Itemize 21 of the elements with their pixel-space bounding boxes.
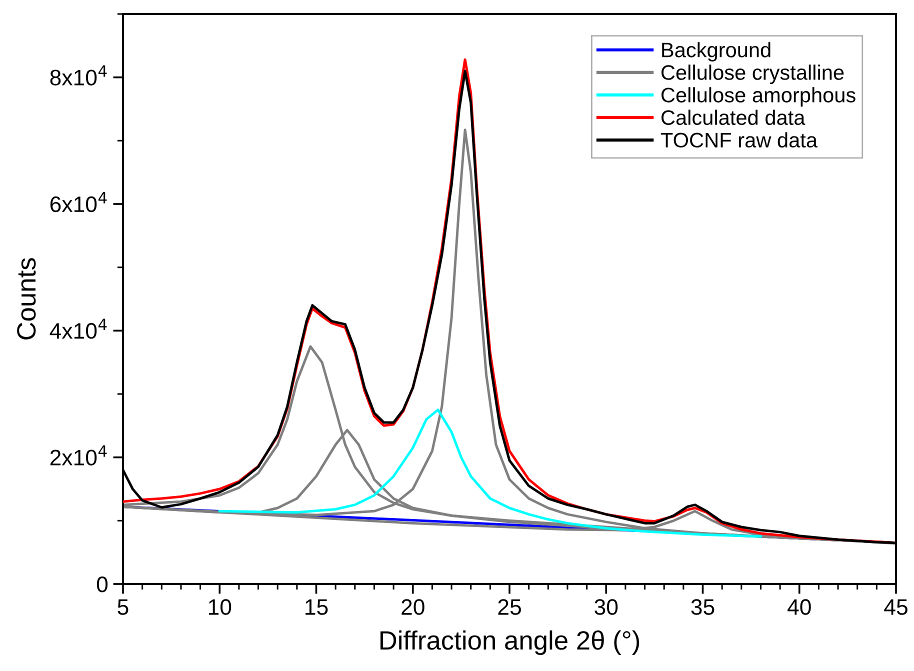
x-tick-label: 45 <box>884 599 908 615</box>
x-tick-label: 25 <box>498 599 521 615</box>
x-tick-label: 10 <box>208 599 232 615</box>
legend-label: Cellulose amorphous <box>662 87 856 107</box>
x-tick-label: 35 <box>691 599 714 615</box>
y-axis-title: Counts <box>17 258 36 340</box>
legend-label: Background <box>662 42 770 62</box>
x-tick-label: 5 <box>118 599 128 615</box>
legend-label: Cellulose crystalline <box>662 64 844 84</box>
legend-label: Calculated data <box>662 110 806 126</box>
y-tick-label: 8x10$^{4}$ <box>50 65 107 86</box>
x-tick-label: 40 <box>788 599 811 615</box>
x-tick-label: 20 <box>402 599 424 615</box>
x-tick-label: 30 <box>594 599 618 615</box>
x-axis-title: Diffraction angle 2θ (°) <box>380 630 640 656</box>
y-tick-label: 6x10$^{4}$ <box>50 192 107 212</box>
legend-label: TOCNF raw data <box>660 132 818 148</box>
y-tick-label: 0 <box>96 576 108 592</box>
y-tick-label: 2x10$^{4}$ <box>50 445 107 466</box>
y-tick-label: 4x10$^{4}$ <box>50 318 107 339</box>
x-tick-label: 15 <box>306 599 328 615</box>
